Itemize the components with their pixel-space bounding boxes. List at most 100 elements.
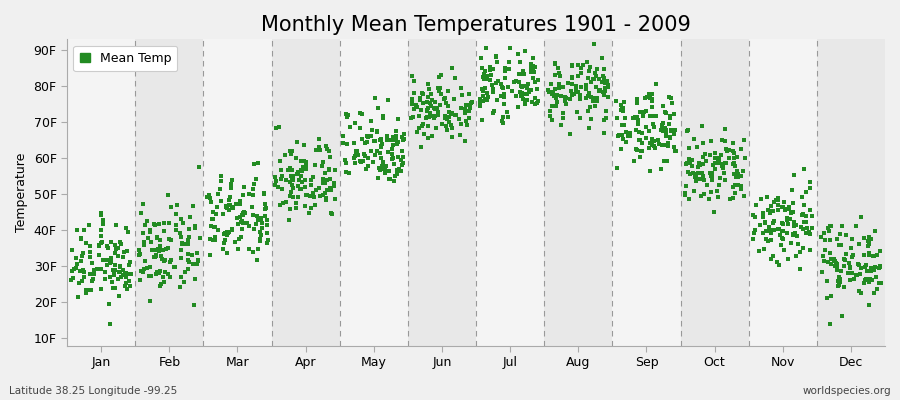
Point	[379, 163, 393, 170]
Point	[569, 87, 583, 94]
Point	[561, 80, 575, 86]
Point	[174, 246, 188, 253]
Point	[236, 220, 250, 226]
Point	[610, 115, 625, 122]
Point	[182, 233, 196, 240]
Point	[149, 235, 164, 241]
Point	[222, 229, 237, 235]
Point	[339, 114, 354, 120]
Point	[463, 114, 477, 121]
Point	[148, 271, 163, 278]
Point	[872, 280, 886, 286]
Point	[414, 144, 428, 150]
Point	[845, 254, 859, 260]
Point	[474, 64, 489, 71]
Point	[374, 136, 389, 143]
Point	[704, 173, 718, 179]
Point	[662, 134, 677, 141]
Point	[662, 94, 676, 100]
Point	[202, 236, 217, 242]
Point	[766, 220, 780, 226]
Point	[182, 259, 196, 266]
Point	[496, 85, 510, 91]
Point	[411, 125, 426, 131]
Point	[237, 184, 251, 190]
Point	[872, 265, 886, 271]
Point	[385, 146, 400, 153]
Point	[510, 104, 525, 110]
Bar	[272, 39, 339, 346]
Point	[662, 112, 677, 119]
Point	[140, 265, 154, 271]
Point	[365, 127, 380, 134]
Point	[517, 71, 531, 78]
Point	[225, 226, 239, 232]
Point	[236, 192, 250, 198]
Point	[630, 147, 644, 153]
Point	[387, 173, 401, 179]
Point	[432, 74, 446, 80]
Point	[176, 241, 190, 248]
Point	[338, 111, 353, 117]
Point	[633, 109, 647, 116]
Point	[873, 263, 887, 270]
Point	[515, 90, 529, 96]
Point	[356, 158, 370, 164]
Point	[795, 194, 809, 200]
Point	[586, 95, 600, 101]
Point	[188, 275, 202, 282]
Point	[800, 225, 814, 232]
Point	[767, 199, 781, 206]
Point	[474, 98, 489, 104]
Point	[385, 155, 400, 162]
Point	[833, 276, 848, 282]
Point	[518, 100, 533, 107]
Point	[296, 164, 310, 170]
Point	[96, 257, 111, 264]
Point	[246, 212, 260, 218]
Point	[147, 220, 161, 227]
Point	[559, 101, 573, 107]
Point	[628, 146, 643, 152]
Point	[501, 84, 516, 90]
Point	[780, 215, 795, 222]
Point	[297, 202, 311, 209]
Point	[94, 239, 109, 246]
Point	[374, 144, 389, 150]
Point	[233, 198, 248, 204]
Point	[321, 148, 336, 154]
Point	[599, 115, 614, 121]
Point	[134, 209, 148, 216]
Point	[690, 164, 705, 170]
Point	[834, 242, 849, 248]
Point	[284, 193, 298, 199]
Point	[579, 84, 593, 91]
Point	[220, 250, 234, 256]
Point	[772, 262, 787, 268]
Point	[842, 264, 857, 270]
Point	[479, 45, 493, 51]
Point	[323, 154, 338, 161]
Point	[565, 62, 580, 68]
Point	[685, 157, 699, 164]
Point	[136, 201, 150, 207]
Point	[698, 151, 712, 158]
Point	[696, 161, 710, 167]
Point	[169, 227, 184, 233]
Point	[823, 223, 837, 229]
Point	[512, 78, 526, 85]
Point	[565, 75, 580, 82]
Point	[485, 88, 500, 95]
Point	[559, 95, 573, 101]
Point	[552, 81, 566, 87]
Point	[729, 174, 743, 180]
Point	[376, 112, 391, 119]
Point	[852, 262, 867, 268]
Point	[688, 178, 703, 184]
Point	[763, 237, 778, 244]
Point	[655, 123, 670, 129]
Point	[368, 152, 382, 158]
Point	[74, 236, 88, 242]
Point	[762, 227, 777, 233]
Point	[558, 94, 572, 100]
